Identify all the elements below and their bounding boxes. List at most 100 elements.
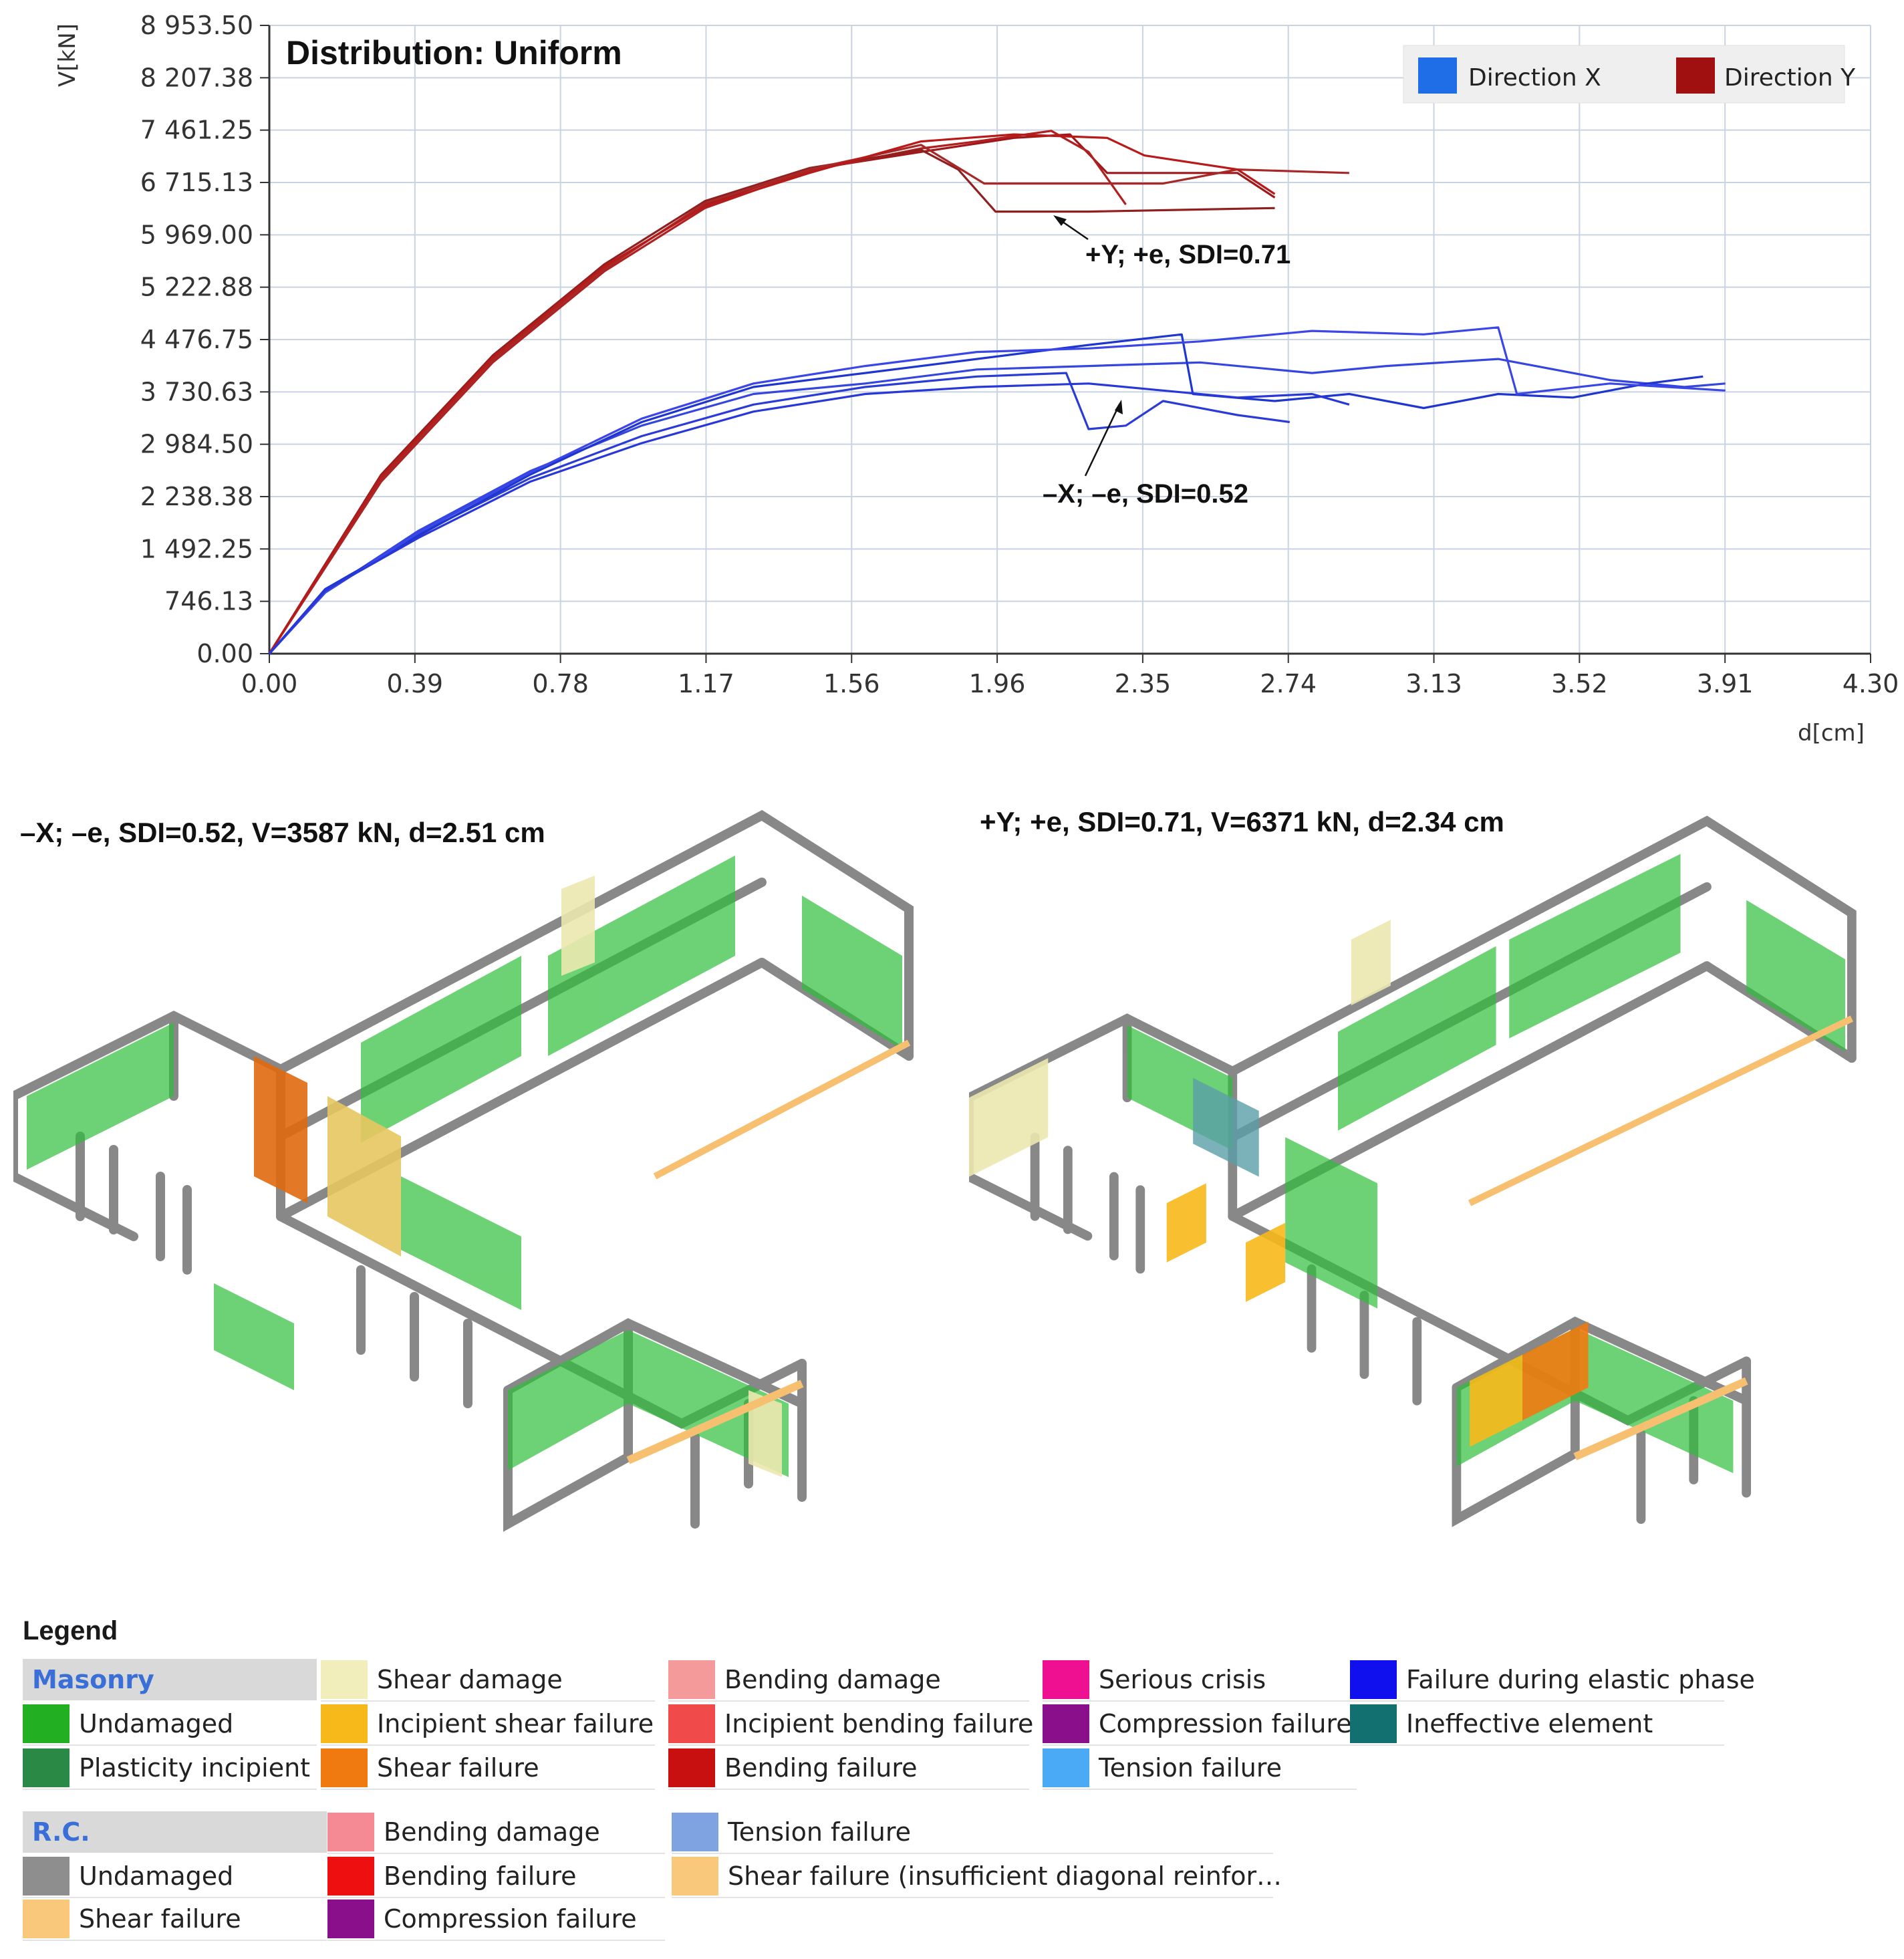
legend-item: Undamaged <box>23 1703 317 1746</box>
x-tick-label: 0.39 <box>387 669 444 698</box>
legend-item: Undamaged <box>23 1855 327 1898</box>
legend-item: Shear failure <box>23 1898 327 1941</box>
legend-label: Ineffective element <box>1406 1709 1653 1738</box>
legend-item: Bending failure <box>668 1747 1029 1790</box>
legend-label: Incipient bending failure <box>724 1709 1034 1738</box>
legend-label: Failure during elastic phase <box>1406 1665 1755 1694</box>
legend-swatch <box>321 1704 368 1743</box>
damage-legend: Legend Masonry Undamaged Plasticity inci… <box>20 1611 1878 1945</box>
y-tick-label: 5 969.00 <box>140 220 253 249</box>
legend-swatch <box>327 1857 374 1896</box>
legend-item: Tension failure <box>672 1811 1273 1854</box>
legend-swatch <box>327 1813 374 1851</box>
legend-swatch <box>672 1857 718 1896</box>
y-tick-label: 7 461.25 <box>140 116 253 145</box>
legend-item: Compression failure <box>1043 1703 1357 1746</box>
annotation-y-label: +Y; +e, SDI=0.71 <box>1085 240 1290 269</box>
legend-swatch <box>1043 1660 1089 1699</box>
series-line-x-1 <box>268 372 1290 655</box>
legend-item: Compression failure <box>327 1898 665 1941</box>
legend-item: Plasticity incipient <box>23 1747 317 1790</box>
series-line-x-2 <box>268 358 1726 655</box>
legend-label: Tension failure <box>728 1817 912 1847</box>
legend-swatch <box>23 1704 70 1743</box>
legend-label: Bending failure <box>384 1861 577 1891</box>
series-line-x-3 <box>268 333 1704 655</box>
legend-label: Shear failure <box>377 1753 539 1783</box>
legend-label: Undamaged <box>79 1861 234 1891</box>
x-tick-label: 2.35 <box>1115 669 1172 698</box>
legend-item: Shear failure (insufficient diagonal rei… <box>672 1855 1282 1898</box>
panel-title-right: +Y; +e, SDI=0.71, V=6371 kN, d=2.34 cm <box>980 806 1504 837</box>
series-line-y-1 <box>268 133 1276 654</box>
chart-title: Distribution: Uniform <box>286 34 622 72</box>
legend-swatch <box>321 1660 368 1699</box>
y-tick-label: 6 715.13 <box>140 168 253 197</box>
legend-swatch <box>668 1748 715 1787</box>
y-tick-label: 3 730.63 <box>140 377 253 406</box>
y-tick-label: 1 492.25 <box>140 534 253 563</box>
legend-item: Bending damage <box>668 1659 1029 1702</box>
legend-item: Ineffective element <box>1350 1703 1724 1746</box>
series-line-x-4 <box>268 326 1726 655</box>
legend-label: Tension failure <box>1099 1753 1282 1783</box>
x-tick-label: 1.56 <box>823 669 880 698</box>
legend-swatch <box>23 1748 70 1787</box>
y-tick-label: 8 207.38 <box>140 63 253 92</box>
legend-swatch-x <box>1418 57 1457 94</box>
legend-item: Serious crisis <box>1043 1659 1357 1702</box>
legend-item: Bending failure <box>327 1855 665 1898</box>
legend-swatch <box>1043 1748 1089 1787</box>
series-line-x-5 <box>268 382 1350 655</box>
annotation-x-label: –X; –e, SDI=0.52 <box>1043 479 1248 509</box>
x-tick-label: 2.74 <box>1260 669 1317 698</box>
x-tick-label: 4.30 <box>1843 669 1899 698</box>
legend-swatch <box>321 1748 368 1787</box>
y-tick-label: 5 222.88 <box>140 273 253 302</box>
legend-item: Shear failure <box>321 1747 655 1790</box>
series-line-y-5 <box>268 133 1276 654</box>
legend-label: Shear failure <box>79 1904 241 1934</box>
legend-label: Shear failure (insufficient diagonal rei… <box>728 1861 1282 1891</box>
annotation-y: +Y; +e, SDI=0.71 <box>1053 215 1290 269</box>
legend-title: Legend <box>23 1616 118 1646</box>
legend-label: Compression failure <box>384 1904 637 1934</box>
legend-swatch <box>668 1660 715 1699</box>
chart-series <box>268 130 1726 655</box>
y-tick-label: 2 238.38 <box>140 482 253 511</box>
x-tick-label: 1.17 <box>678 669 734 698</box>
legend-swatch <box>1043 1704 1089 1743</box>
x-tick-label: 3.52 <box>1551 669 1608 698</box>
building-model-left <box>13 809 914 1532</box>
legend-masonry-header: Masonry <box>23 1659 317 1700</box>
y-tick-label: 4 476.75 <box>140 325 253 354</box>
legend-swatch <box>1350 1704 1397 1743</box>
panel-title-left: –X; –e, SDI=0.52, V=3587 kN, d=2.51 cm <box>20 817 545 848</box>
pushover-chart: 0.00 0.39 0.78 1.17 1.56 1.96 2.35 2.74 3.13 3.52… <box>54 11 1899 747</box>
series-line-y-3 <box>268 148 1275 654</box>
chart-axes <box>260 25 1871 663</box>
legend-label: Bending damage <box>724 1665 941 1694</box>
y-tick-label: 8 953.50 <box>140 11 253 40</box>
x-axis-label: d[cm] <box>1798 720 1865 747</box>
legend-item: Bending damage <box>327 1811 665 1854</box>
legend-swatch <box>327 1900 374 1938</box>
series-line-y-2 <box>268 130 1127 654</box>
annotation-x: –X; –e, SDI=0.52 <box>1043 400 1248 509</box>
legend-label: Compression failure <box>1099 1709 1352 1738</box>
legend-swatch-y <box>1676 57 1715 94</box>
legend-label: Bending failure <box>724 1753 918 1783</box>
legend-label: Incipient shear failure <box>377 1709 654 1738</box>
x-tick-label: 3.13 <box>1405 669 1462 698</box>
y-axis-label: V[kN] <box>54 23 81 87</box>
legend-item: Tension failure <box>1043 1747 1357 1790</box>
legend-label: Serious crisis <box>1099 1665 1266 1694</box>
legend-swatch <box>1350 1660 1397 1699</box>
y-tick-label: 746.13 <box>164 587 253 616</box>
chart-ticks: 0.00 0.39 0.78 1.17 1.56 1.96 2.35 2.74 3.13 3.52… <box>140 11 1899 698</box>
y-tick-label: 2 984.50 <box>140 430 253 459</box>
legend-label: Shear damage <box>377 1665 563 1694</box>
legend-label: Undamaged <box>79 1709 234 1738</box>
x-tick-label: 0.00 <box>241 669 298 698</box>
x-tick-label: 1.96 <box>969 669 1026 698</box>
